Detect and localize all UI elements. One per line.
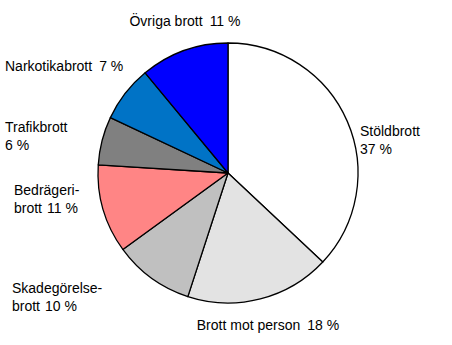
value-label: 11 %	[47, 200, 78, 216]
category-label: brott	[14, 200, 42, 216]
category-label: Trafikbrott	[5, 119, 68, 135]
chart-container: Stöldbrott 37 % Brott mot person 18 % Skadeg…	[0, 0, 452, 345]
slice-label: Trafikbrott 6 %	[5, 119, 68, 153]
category-label: Övriga brott	[129, 12, 202, 29]
labels: Stöldbrott 37 % Brott mot person 18 % Skadeg…	[5, 12, 420, 333]
value-label: 10 %	[45, 298, 77, 314]
slice-label: Skadegörelse-brott 10 %	[12, 280, 103, 314]
category-label: Skadegörelse-	[12, 280, 103, 296]
value-label: 6 %	[5, 137, 29, 153]
slice-label: Övriga brott 11 %	[129, 12, 240, 29]
slice-label: Brott mot person 18 %	[197, 317, 339, 333]
category-label: brott	[12, 298, 40, 314]
chart-svg: Stöldbrott 37 % Brott mot person 18 % Skadeg…	[0, 0, 452, 345]
slice-label: Stöldbrott 37 %	[360, 123, 420, 157]
category-label: Bedrägeri-	[14, 182, 80, 198]
pie-slice	[145, 43, 228, 173]
value-label: 18 %	[307, 317, 339, 333]
value-label: 7 %	[99, 58, 123, 74]
slice-label: Bedrägeri-brott 11 %	[14, 182, 80, 216]
value-label: 37 %	[360, 141, 392, 157]
category-label: Stöldbrott	[360, 123, 420, 139]
category-label: Brott mot person	[197, 317, 301, 333]
value-label: 11 %	[210, 13, 241, 29]
pie-slice	[98, 165, 228, 250]
pie	[98, 43, 358, 303]
slice-label: Narkotikabrott 7 %	[5, 58, 123, 74]
category-label: Narkotikabrott	[5, 58, 92, 74]
